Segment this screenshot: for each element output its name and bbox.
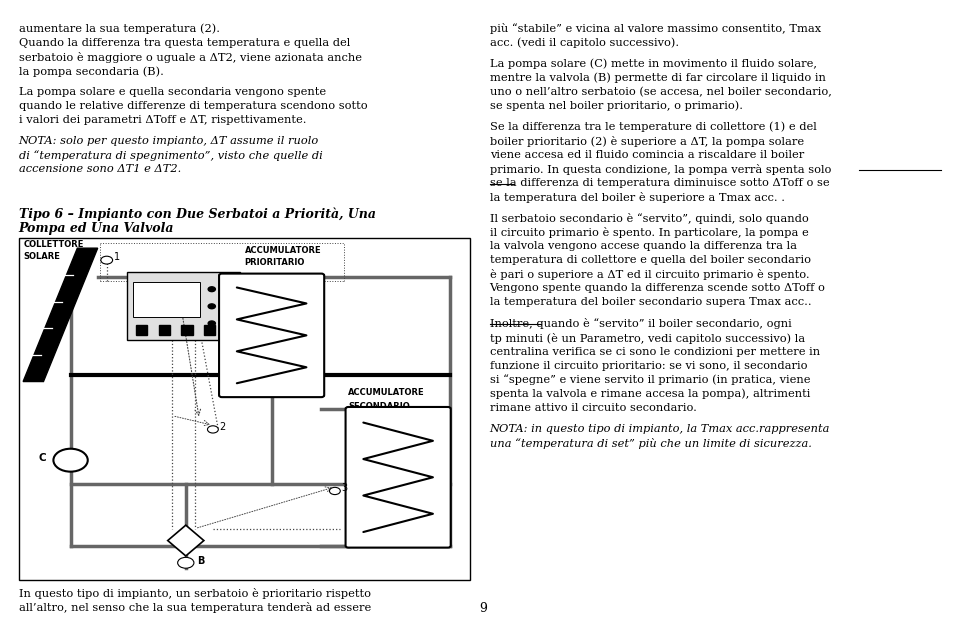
Text: Tipo 6 – Impianto con Due Serbatoi a Priorità, Una: Tipo 6 – Impianto con Due Serbatoi a Pri…	[18, 207, 375, 221]
Text: boiler prioritario (2) è superiore a ΔT, la pompa solare: boiler prioritario (2) è superiore a ΔT,…	[490, 135, 804, 146]
Text: più “stabile” e vicina al valore massimo consentito, Tmax: più “stabile” e vicina al valore massimo…	[490, 23, 821, 34]
Text: i valori dei parametri ΔToff e ΔT, rispettivamente.: i valori dei parametri ΔToff e ΔT, rispe…	[18, 115, 306, 125]
Text: accensione sono ΔT1 e ΔT2.: accensione sono ΔT1 e ΔT2.	[18, 164, 180, 175]
Polygon shape	[168, 525, 204, 556]
Bar	[136, 325, 148, 335]
Text: viene accesa ed il fluido comincia a riscaldare il boiler: viene accesa ed il fluido comincia a ris…	[490, 150, 804, 160]
Text: In questo tipo di impianto, un serbatoio è prioritario rispetto: In questo tipo di impianto, un serbatoio…	[18, 588, 371, 599]
Text: temperatura di collettore e quella del boiler secondario: temperatura di collettore e quella del b…	[490, 255, 810, 265]
Text: Inoltre, quando è “servito” il boiler secondario, ogni: Inoltre, quando è “servito” il boiler se…	[490, 318, 791, 329]
Text: B: B	[197, 556, 204, 566]
Text: è pari o superiore a ΔT ed il circuito primario è spento.: è pari o superiore a ΔT ed il circuito p…	[490, 269, 809, 280]
Bar	[18, 238, 470, 580]
Circle shape	[208, 304, 215, 309]
Text: ACCUMULATORE: ACCUMULATORE	[245, 247, 322, 256]
Text: spenta la valvola e rimane accesa la pompa), altrimenti: spenta la valvola e rimane accesa la pom…	[490, 389, 810, 399]
Text: mentre la valvola (B) permette di far circolare il liquido in: mentre la valvola (B) permette di far ci…	[490, 73, 826, 83]
Text: Quando la differenza tra questa temperatura e quella del: Quando la differenza tra questa temperat…	[18, 38, 349, 48]
Text: Se la differenza tra le temperature di collettore (1) e del: Se la differenza tra le temperature di c…	[490, 121, 816, 132]
Text: SOLARE: SOLARE	[23, 252, 60, 261]
FancyBboxPatch shape	[219, 273, 324, 397]
Text: funzione il circuito prioritario: se vi sono, il secondario: funzione il circuito prioritario: se vi …	[490, 361, 807, 370]
Text: uno o nell’altro serbatoio (se accesa, nel boiler secondario,: uno o nell’altro serbatoio (se accesa, n…	[490, 87, 831, 97]
Circle shape	[208, 321, 215, 325]
Bar	[181, 325, 193, 335]
Circle shape	[207, 426, 218, 433]
Text: La pompa solare (C) mette in movimento il fluido solare,: La pompa solare (C) mette in movimento i…	[490, 58, 817, 69]
Text: serbatoio è maggiore o uguale a ΔT2, viene azionata anche: serbatoio è maggiore o uguale a ΔT2, vie…	[18, 52, 362, 63]
Circle shape	[208, 287, 215, 291]
Text: la valvola vengono accese quando la differenza tra la: la valvola vengono accese quando la diff…	[490, 241, 797, 251]
Text: una “temperatura di set” più che un limite di sicurezza.: una “temperatura di set” più che un limi…	[490, 438, 811, 449]
Text: NOTA: solo per questo impianto, ΔT assume il ruolo: NOTA: solo per questo impianto, ΔT assum…	[18, 136, 319, 146]
Text: la temperatura del boiler secondario supera Tmax acc..: la temperatura del boiler secondario sup…	[490, 297, 811, 308]
Text: Vengono spente quando la differenza scende sotto ΔToff o: Vengono spente quando la differenza scen…	[490, 283, 826, 293]
Text: C: C	[38, 453, 46, 464]
Text: μEV₄₀: μEV₄₀	[153, 293, 180, 302]
Text: tp minuti (è un Parametro, vedi capitolo successivo) la: tp minuti (è un Parametro, vedi capitolo…	[490, 333, 804, 343]
Text: centralina verifica se ci sono le condizioni per mettere in: centralina verifica se ci sono le condiz…	[490, 347, 820, 356]
Circle shape	[54, 449, 87, 472]
FancyBboxPatch shape	[346, 407, 450, 548]
Text: 9: 9	[479, 602, 487, 615]
Text: ACCUMULATORE: ACCUMULATORE	[348, 388, 425, 397]
Text: NOTA: in questo tipo di impianto, la Tmax acc.rappresenta: NOTA: in questo tipo di impianto, la Tma…	[490, 424, 830, 434]
Text: primario. In questa condizione, la pompa verrà spenta solo: primario. In questa condizione, la pompa…	[490, 164, 831, 175]
Text: il circuito primario è spento. In particolare, la pompa e: il circuito primario è spento. In partic…	[490, 227, 808, 238]
Text: Pompa ed Una Valvola: Pompa ed Una Valvola	[18, 222, 174, 235]
Text: all’altro, nel senso che la sua temperatura tenderà ad essere: all’altro, nel senso che la sua temperat…	[18, 602, 371, 613]
Circle shape	[178, 557, 194, 568]
Text: quando le relative differenze di temperatura scendono sotto: quando le relative differenze di tempera…	[18, 101, 368, 111]
Polygon shape	[23, 248, 98, 381]
Text: rimane attivo il circuito secondario.: rimane attivo il circuito secondario.	[490, 403, 696, 413]
Text: Il serbatoio secondario è “servito”, quindi, solo quando: Il serbatoio secondario è “servito”, qui…	[490, 213, 808, 224]
Text: acc. (vedi il capitolo successivo).: acc. (vedi il capitolo successivo).	[490, 37, 679, 48]
Text: se spenta nel boiler prioritario, o primario).: se spenta nel boiler prioritario, o prim…	[490, 100, 743, 111]
Circle shape	[329, 487, 340, 494]
Text: 3: 3	[342, 483, 348, 493]
Text: COLLETTORE: COLLETTORE	[23, 239, 84, 248]
Text: aumentare la sua temperatura (2).: aumentare la sua temperatura (2).	[18, 23, 220, 33]
Bar	[204, 325, 215, 335]
Text: se la differenza di temperatura diminuisce sotto ΔToff o se: se la differenza di temperatura diminuis…	[490, 178, 829, 188]
Text: 2: 2	[220, 422, 226, 431]
Bar	[132, 282, 201, 317]
Bar	[127, 272, 240, 340]
Text: La pompa solare e quella secondaria vengono spente: La pompa solare e quella secondaria veng…	[18, 87, 325, 97]
Text: SECONDARIO: SECONDARIO	[348, 402, 410, 411]
Text: si “spegne” e viene servito il primario (in pratica, viene: si “spegne” e viene servito il primario …	[490, 375, 810, 385]
Text: di “temperatura di spegnimento”, visto che quelle di: di “temperatura di spegnimento”, visto c…	[18, 150, 323, 161]
Text: la temperatura del boiler è superiore a Tmax acc. .: la temperatura del boiler è superiore a …	[490, 192, 784, 203]
Text: 1: 1	[114, 252, 120, 263]
Bar	[158, 325, 170, 335]
Text: la pompa secondaria (B).: la pompa secondaria (B).	[18, 66, 163, 76]
Text: PRIORITARIO: PRIORITARIO	[245, 259, 305, 268]
Circle shape	[101, 256, 112, 264]
